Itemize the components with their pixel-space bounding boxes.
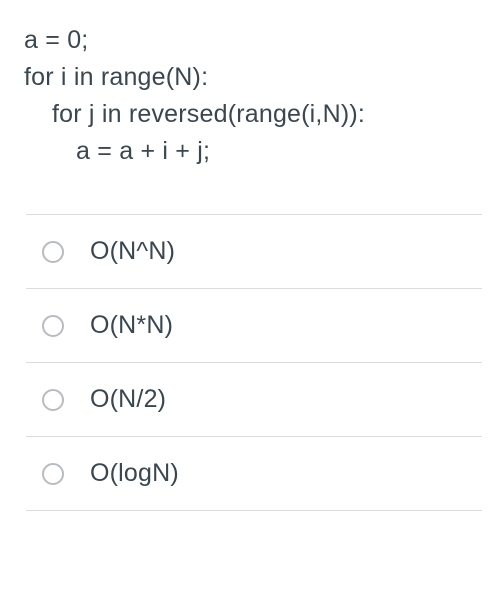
option-label: O(N*N) xyxy=(90,311,173,340)
radio-button[interactable] xyxy=(42,389,64,411)
code-line-2: for i in range(N): xyxy=(24,59,482,96)
option-row[interactable]: O(N/2) xyxy=(26,363,482,437)
option-label: O(N/2) xyxy=(90,385,166,414)
radio-button[interactable] xyxy=(42,315,64,337)
option-row[interactable]: O(N*N) xyxy=(26,289,482,363)
radio-button[interactable] xyxy=(42,241,64,263)
code-line-4: a = a + i + j; xyxy=(24,133,482,170)
answer-options: O(N^N) O(N*N) O(N/2) O(logN) xyxy=(26,214,482,511)
code-line-1: a = 0; xyxy=(24,22,482,59)
option-label: O(N^N) xyxy=(90,237,175,266)
option-label: O(logN) xyxy=(90,459,179,488)
radio-button[interactable] xyxy=(42,463,64,485)
code-line-3: for j in reversed(range(i,N)): xyxy=(24,96,482,133)
option-row[interactable]: O(N^N) xyxy=(26,215,482,289)
option-row[interactable]: O(logN) xyxy=(26,437,482,511)
code-snippet: a = 0; for i in range(N): for j in rever… xyxy=(24,22,482,170)
